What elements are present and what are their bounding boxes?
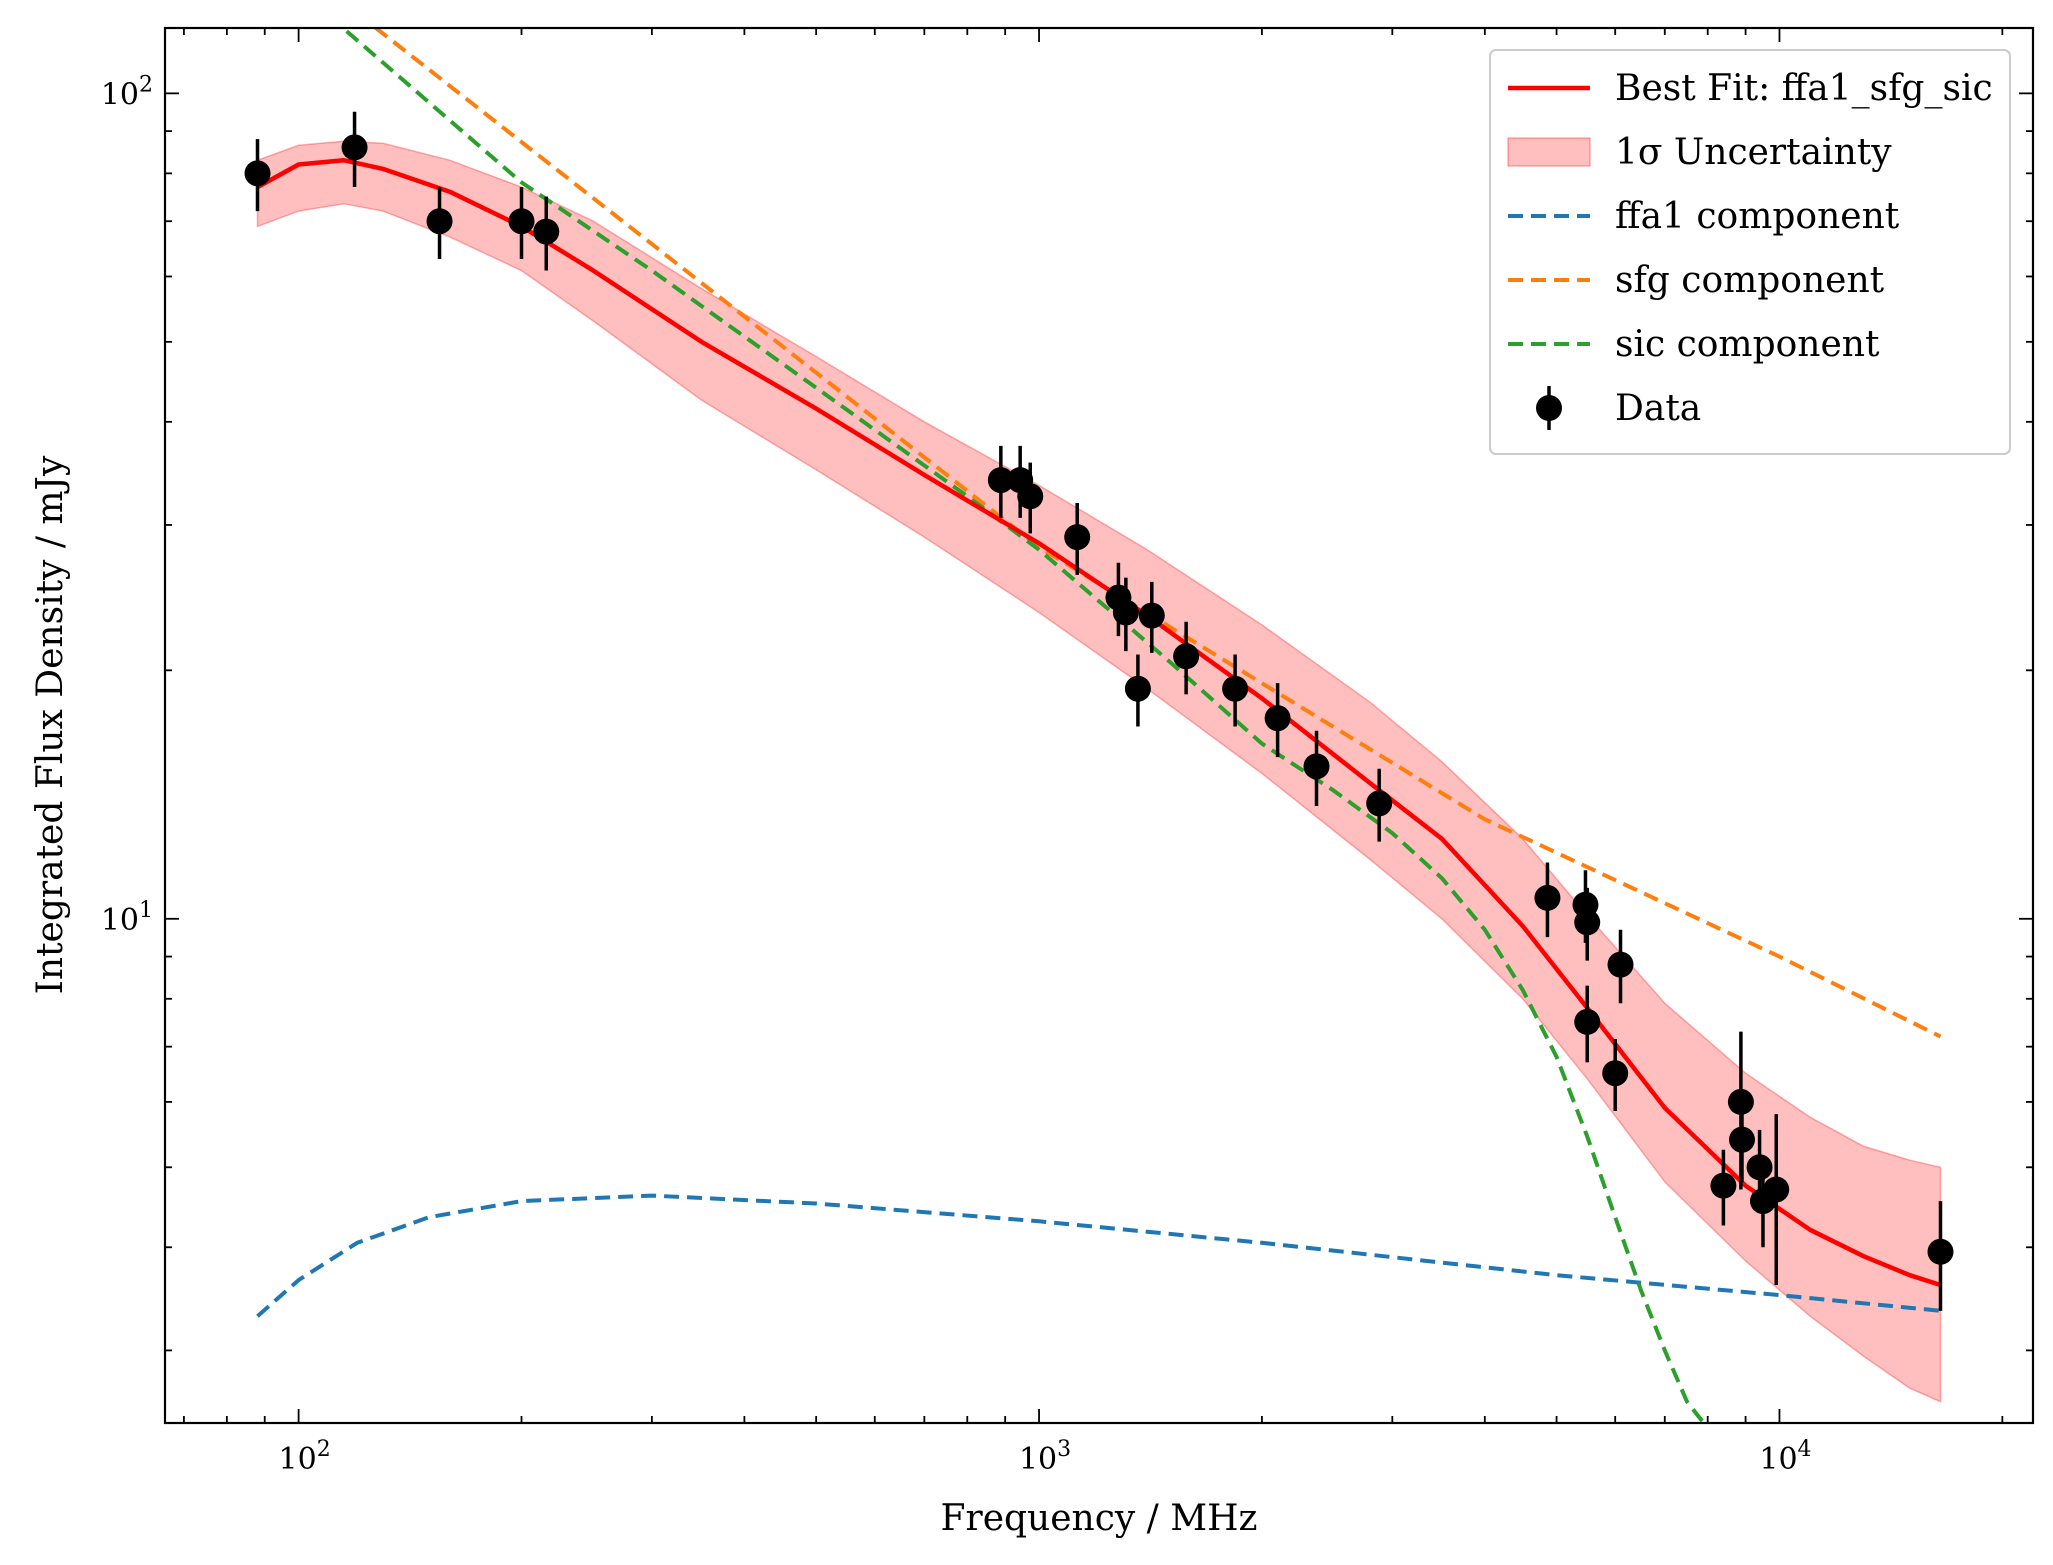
y-tick-label: 102 [101,72,153,112]
data-point [1710,1149,1737,1226]
data-point [508,187,535,259]
data-point [1607,929,1634,1004]
axes-frame [163,26,2035,1425]
data-point [1534,862,1561,938]
data-marker [1173,643,1200,670]
data-point [1124,654,1151,727]
data-point [1602,1039,1629,1111]
data-point [1112,577,1139,652]
ffa1-component-line [256,1193,1941,1318]
data-marker [1017,483,1044,510]
legend-item-ffa1-component: ffa1 component [1508,196,1900,237]
legend-label: 1σ Uncertainty [1615,132,1892,173]
legend-label: sic component [1615,324,1880,365]
data-point [1222,654,1249,727]
data-marker [1607,951,1634,978]
axis-ticks: 102 103 104 101 102 [101,28,2033,1477]
data-point [1138,581,1165,653]
sic-component-line [339,28,1706,1423]
legend-swatch [1536,395,1562,421]
uncertainty-band [256,140,1942,1403]
data-marker [426,208,453,235]
legend-box [1489,49,2011,455]
data-point [533,196,560,271]
data-marker [1064,524,1091,551]
x-tick-label: 104 [1759,1437,1811,1477]
data-point [1173,621,1200,695]
legend-swatch [1507,137,1591,167]
data-marker [508,208,535,235]
data-marker [533,218,560,245]
legend-item-best-fit-ffa1-sfg-sic: Best Fit: ffa1_sfg_sic [1508,68,1993,109]
data-marker [1534,884,1561,911]
legend-label: Best Fit: ffa1_sfg_sic [1615,68,1993,109]
data-point [1017,462,1044,534]
data-marker [1112,599,1139,626]
data-marker [1602,1060,1629,1087]
data-point [1303,730,1330,806]
data-marker [341,134,368,161]
data-marker [1303,753,1330,780]
data-marker [1264,705,1291,732]
data-marker [1124,675,1151,702]
legend-label: sfg component [1615,260,1885,301]
x-axis-label: Frequency / MHz [941,1498,1258,1539]
data-point [987,445,1014,518]
sfg-component-line [372,28,1942,1039]
legend-item-sfg-component: sfg component [1508,260,1885,301]
x-tick-label: 103 [1019,1437,1071,1477]
data-point [1366,768,1393,842]
legend-label: ffa1 component [1615,196,1900,237]
data-marker [1728,1126,1755,1153]
data-point [1763,1114,1790,1286]
data-point [1574,985,1601,1063]
data-point [1064,502,1091,575]
data-marker [1366,790,1393,817]
legend-item-data: Data [1536,386,1701,430]
data-point [1927,1201,1954,1311]
plot-area [244,28,1954,1423]
data-point [244,139,271,212]
data-marker [1138,602,1165,629]
legend-item-sic-component: sic component [1508,324,1880,365]
data-marker [1710,1172,1737,1199]
legend-label: Data [1615,388,1701,429]
data-marker [1763,1176,1790,1203]
data-marker [1574,909,1601,936]
data-marker [1746,1154,1773,1181]
y-tick-label: 101 [101,898,153,938]
y-axis-label: Integrated Flux Density / mJy [30,455,71,994]
data-point [426,187,453,259]
data-point [1728,1101,1755,1182]
data-point [1574,887,1601,961]
data-marker [1222,675,1249,702]
data-point [341,111,368,188]
legend: Best Fit: ffa1_sfg_sic 1σ Uncertainty ffa1… [1489,49,2011,455]
data-point [1264,683,1291,758]
data-marker [987,467,1014,494]
legend-item-1-uncertainty: 1σ Uncertainty [1507,132,1892,173]
data-marker [1574,1008,1601,1035]
data-marker [1927,1238,1954,1265]
data-marker [244,160,271,187]
x-tick-label: 102 [279,1437,331,1477]
